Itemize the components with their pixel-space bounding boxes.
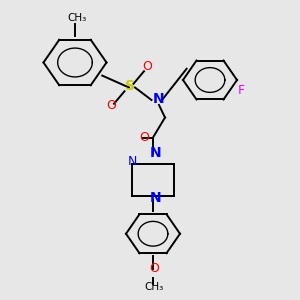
Text: N: N [128,155,137,168]
Text: F: F [238,84,245,97]
Text: N: N [149,191,161,206]
Text: O: O [142,60,152,73]
Text: S: S [125,80,135,94]
Text: O: O [149,262,159,275]
Text: O: O [106,99,116,112]
Text: N: N [152,92,164,106]
Text: N: N [149,146,161,160]
Text: O: O [140,131,149,144]
Text: CH₃: CH₃ [68,13,87,23]
Text: CH₃: CH₃ [144,282,163,292]
